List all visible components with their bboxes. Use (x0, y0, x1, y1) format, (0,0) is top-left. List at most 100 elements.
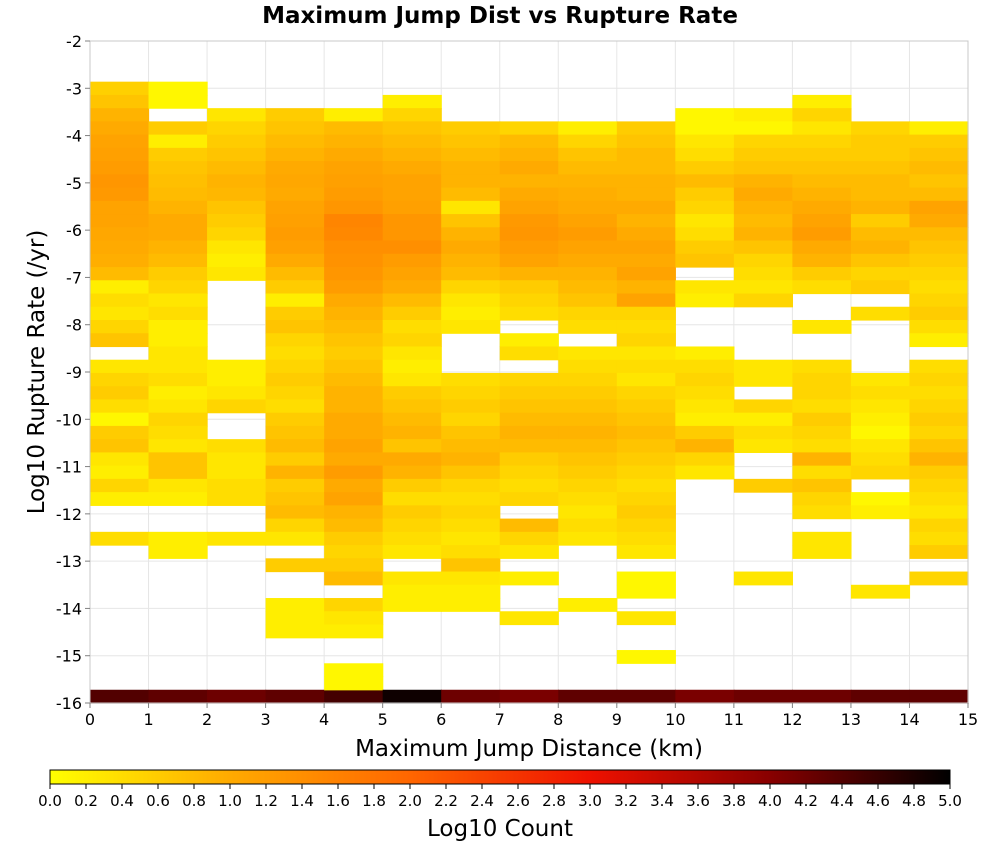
heatmap-cell (616, 161, 676, 175)
heatmap-cell (909, 293, 969, 308)
heatmap-cell (733, 280, 793, 295)
heatmap-cell (616, 505, 676, 520)
heatmap-cell (324, 663, 384, 678)
heatmap-cell (265, 187, 325, 202)
heatmap-cell (382, 240, 442, 255)
heatmap-cell (616, 293, 676, 308)
heatmap-cell (850, 161, 911, 175)
heatmap-cell (148, 372, 208, 387)
heatmap-cell (850, 174, 911, 189)
heatmap-cell (265, 465, 325, 480)
heatmap-cell (382, 174, 442, 189)
heatmap-cell (558, 425, 618, 440)
heatmap-cell (265, 240, 325, 255)
heatmap-cell (382, 399, 442, 414)
heatmap-cell (616, 531, 676, 546)
heatmap-cell (558, 399, 618, 414)
heatmap-cell (441, 227, 501, 242)
heatmap-cell (441, 306, 501, 321)
heatmap-cell (909, 505, 969, 520)
heatmap-cell (382, 214, 442, 228)
heatmap-cell (792, 227, 852, 242)
heatmap-cells (90, 81, 969, 704)
heatmap-cell (441, 478, 501, 493)
heatmap-cell (499, 253, 559, 268)
x-tick-label: 14 (899, 710, 919, 729)
heatmap-cell (324, 147, 384, 162)
x-tick-label: 7 (495, 710, 505, 729)
y-tick-label: -9 (66, 363, 82, 382)
heatmap-cell (324, 465, 384, 480)
heatmap-cell (499, 280, 559, 295)
heatmap-cell (265, 253, 325, 268)
heatmap-cell (382, 161, 442, 175)
heatmap-cell (324, 598, 384, 612)
heatmap-cell (265, 518, 325, 533)
heatmap-cell (207, 359, 267, 374)
heatmap-cell (792, 134, 852, 149)
colorbar-tick-label: 1.0 (218, 792, 242, 810)
heatmap-cell (90, 267, 150, 281)
heatmap-cell (558, 439, 618, 453)
heatmap-cell (616, 359, 676, 374)
heatmap-cell (792, 545, 852, 559)
heatmap-cell (324, 531, 384, 546)
colorbar-label: Log10 Count (427, 816, 573, 842)
heatmap-cell (616, 346, 676, 361)
colorbar (49, 769, 951, 785)
heatmap-cell (324, 174, 384, 189)
heatmap-cell (90, 333, 150, 348)
heatmap-cell (324, 492, 384, 506)
heatmap-cell (441, 584, 501, 599)
heatmap-cell (148, 267, 208, 281)
colorbar-tick-label: 4.2 (794, 792, 818, 810)
heatmap-cell (733, 240, 793, 255)
heatmap-cell (324, 187, 384, 202)
x-tick-label: 3 (261, 710, 271, 729)
heatmap-cell (675, 425, 735, 440)
heatmap-cell (324, 611, 384, 626)
heatmap-cell (909, 412, 969, 427)
heatmap-cell (909, 425, 969, 440)
y-axis-label: Log10 Rupture Rate (/yr) (24, 230, 50, 515)
heatmap-cell (207, 399, 267, 414)
heatmap-cell (324, 425, 384, 440)
heatmap-cell (441, 425, 501, 440)
heatmap-cell (675, 134, 735, 149)
heatmap-cell (90, 121, 150, 136)
heatmap-cell (850, 147, 911, 162)
colorbar-tick-label: 2.6 (506, 792, 530, 810)
heatmap-cell (441, 253, 501, 268)
heatmap-cell (148, 399, 208, 414)
heatmap-cell (675, 372, 735, 387)
heatmap-cell (382, 372, 442, 387)
y-axis: -2 -3 -4 -5 -6 -7 -8 -9 -10 -11 -12 -13 -14 -15 -16 (56, 32, 90, 713)
heatmap-cell (90, 359, 150, 374)
heatmap-cell (148, 187, 208, 202)
heatmap-cell (733, 359, 793, 374)
heatmap-cell (675, 200, 735, 215)
y-tick-label: -5 (66, 174, 82, 193)
heatmap-cell (382, 333, 442, 348)
heatmap-cell (207, 689, 267, 704)
heatmap-cell (382, 425, 442, 440)
heatmap-cell (207, 452, 267, 467)
heatmap-cell (616, 465, 676, 480)
chart-title: Maximum Jump Dist vs Rupture Rate (262, 3, 738, 29)
heatmap-cell (909, 333, 969, 348)
heatmap-cell (265, 598, 325, 612)
heatmap-cell (148, 214, 208, 228)
heatmap-cell (499, 147, 559, 162)
heatmap-cell (850, 689, 911, 704)
heatmap-cell (616, 280, 676, 295)
heatmap-cell (909, 161, 969, 175)
heatmap-cell (675, 452, 735, 467)
heatmap-cell (382, 531, 442, 546)
y-tick-label: -4 (66, 127, 82, 146)
heatmap-cell (499, 240, 559, 255)
heatmap-cell (850, 214, 911, 228)
heatmap-cell (792, 319, 852, 334)
heatmap-cell (148, 333, 208, 348)
heatmap-cell (324, 545, 384, 559)
heatmap-cell (441, 293, 501, 308)
